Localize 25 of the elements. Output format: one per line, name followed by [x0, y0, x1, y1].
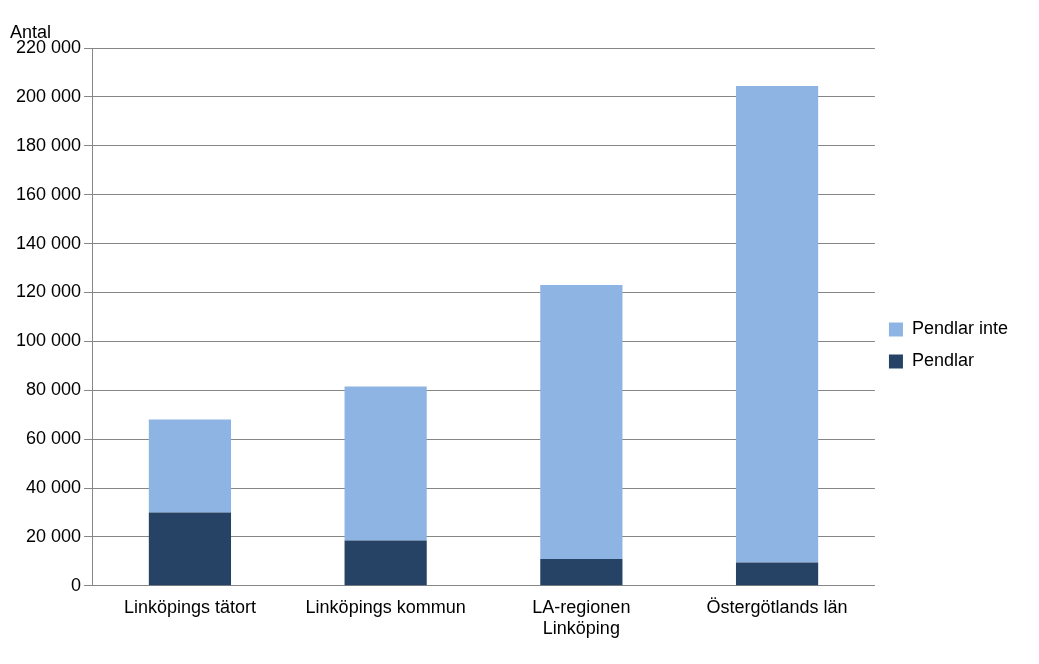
bar	[148, 512, 232, 586]
bar	[344, 540, 427, 586]
y-tick-label: 60 000	[26, 428, 82, 449]
x-tick-label: Östergötlands län	[706, 596, 848, 617]
bar	[344, 386, 427, 541]
y-tick-label: 0	[71, 574, 82, 595]
legend-label: Pendlar inte	[911, 318, 1009, 339]
bar	[148, 419, 232, 513]
x-tick-label: Linköpings tätort	[123, 596, 256, 617]
y-tick-label: 120 000	[15, 281, 82, 302]
y-tick-label: 160 000	[15, 183, 82, 204]
y-tick-label: 140 000	[15, 232, 82, 253]
y-tick-label: 40 000	[26, 476, 82, 497]
bar	[735, 85, 819, 563]
y-tick-label: 100 000	[15, 330, 82, 351]
y-tick-label: 20 000	[26, 525, 82, 546]
x-tick-label: LA-regionen Linköping	[532, 596, 631, 639]
x-tick-label: Linköpings kommun	[305, 596, 466, 617]
bar	[540, 285, 623, 559]
legend-label: Pendlar	[911, 350, 974, 371]
y-tick-label: 80 000	[26, 379, 82, 400]
bar	[540, 558, 623, 586]
y-tick-label: 180 000	[15, 134, 82, 155]
bar	[735, 562, 819, 586]
y-tick-label: 200 000	[15, 85, 82, 106]
